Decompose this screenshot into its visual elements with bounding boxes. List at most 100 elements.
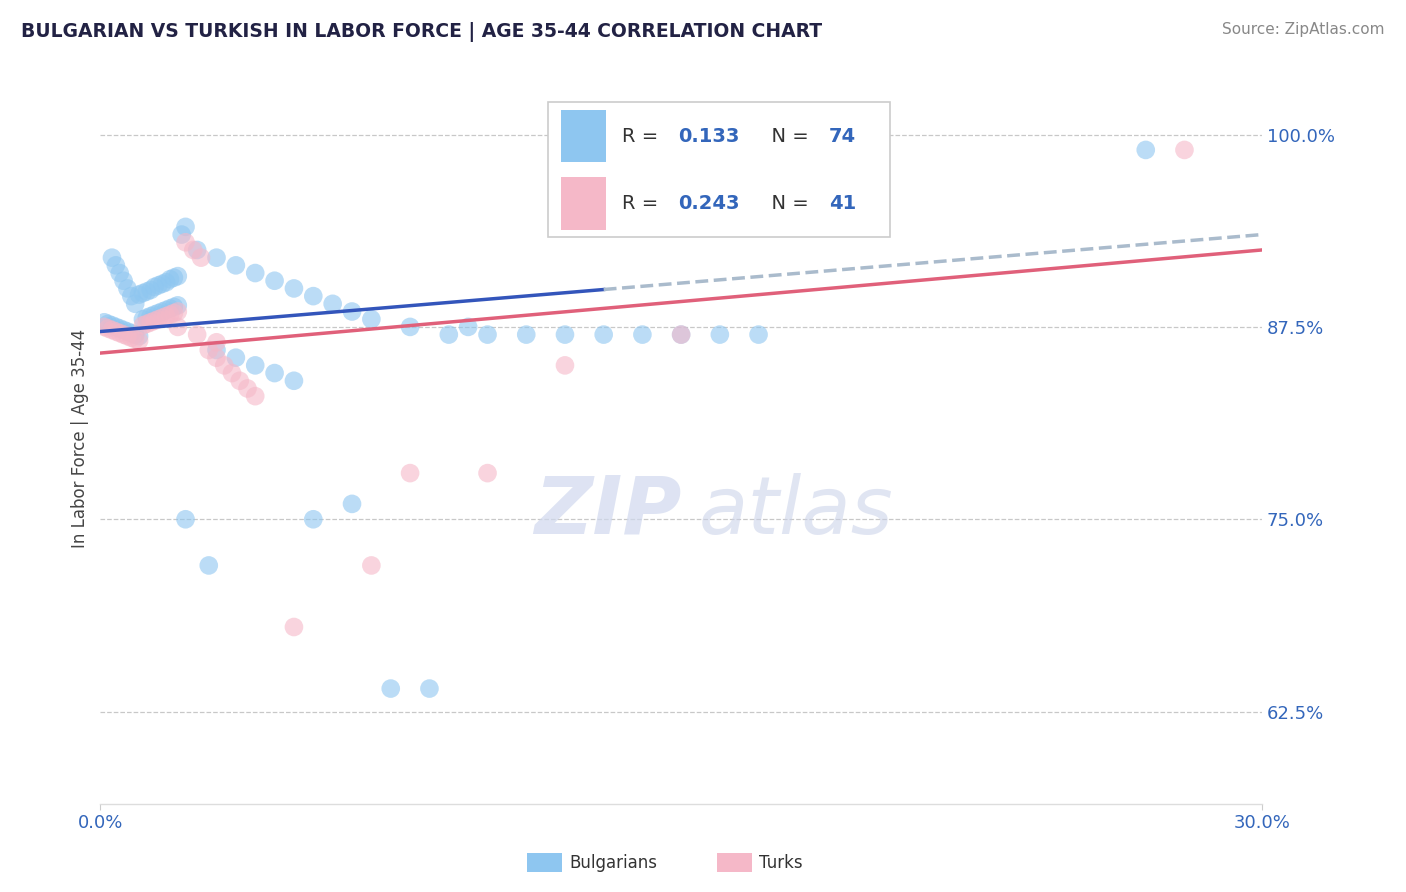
Point xyxy=(150,304,173,318)
Point xyxy=(863,158,886,172)
Point xyxy=(93,315,115,329)
Point xyxy=(112,274,135,288)
Point xyxy=(190,251,212,265)
Point xyxy=(101,251,124,265)
Text: Source: ZipAtlas.com: Source: ZipAtlas.com xyxy=(1222,22,1385,37)
Point xyxy=(174,512,197,526)
Point xyxy=(205,251,228,265)
Point xyxy=(302,289,325,303)
Text: R =: R = xyxy=(621,194,665,213)
Point xyxy=(554,327,576,342)
Text: BULGARIAN VS TURKISH IN LABOR FORCE | AGE 35-44 CORRELATION CHART: BULGARIAN VS TURKISH IN LABOR FORCE | AG… xyxy=(21,22,823,42)
Point xyxy=(104,319,127,334)
Point xyxy=(174,219,197,234)
Point xyxy=(477,466,499,480)
Point xyxy=(186,327,208,342)
Point xyxy=(120,331,142,345)
Point xyxy=(166,304,188,318)
Point xyxy=(139,309,162,323)
Point xyxy=(101,323,124,337)
Point xyxy=(205,351,228,365)
Point xyxy=(205,335,228,350)
Point xyxy=(245,359,267,373)
Point xyxy=(135,317,157,331)
Text: atlas: atlas xyxy=(699,473,893,550)
Point xyxy=(437,327,460,342)
Text: N =: N = xyxy=(759,127,815,145)
FancyBboxPatch shape xyxy=(561,178,606,230)
Point xyxy=(139,283,162,297)
Point xyxy=(360,558,382,573)
Point xyxy=(104,258,127,272)
Point xyxy=(170,227,193,242)
Point xyxy=(245,266,267,280)
Point xyxy=(197,343,219,357)
Point xyxy=(283,374,305,388)
Point xyxy=(477,327,499,342)
Point xyxy=(221,366,243,380)
Point xyxy=(112,323,135,337)
Point xyxy=(322,297,344,311)
Point xyxy=(186,243,208,257)
Point xyxy=(340,497,363,511)
Point xyxy=(457,319,479,334)
Point xyxy=(669,327,692,342)
Point xyxy=(159,272,181,286)
Point xyxy=(148,312,170,326)
Point xyxy=(669,327,692,342)
Point xyxy=(143,280,166,294)
Point xyxy=(135,310,157,325)
Text: 0.133: 0.133 xyxy=(678,127,740,145)
Point xyxy=(360,312,382,326)
Point xyxy=(163,306,186,320)
Point xyxy=(108,266,131,280)
Point xyxy=(283,620,305,634)
Point xyxy=(229,374,252,388)
Text: N =: N = xyxy=(759,194,815,213)
Point xyxy=(148,306,170,320)
Y-axis label: In Labor Force | Age 35-44: In Labor Force | Age 35-44 xyxy=(72,329,89,548)
Point xyxy=(515,327,537,342)
Point xyxy=(128,287,150,301)
Point xyxy=(132,312,155,326)
Point xyxy=(166,269,188,284)
Point xyxy=(283,281,305,295)
Point xyxy=(143,314,166,328)
Point xyxy=(399,319,422,334)
FancyBboxPatch shape xyxy=(547,103,890,237)
Point xyxy=(93,319,115,334)
Point xyxy=(150,277,173,291)
Point xyxy=(205,343,228,357)
Point xyxy=(117,329,139,343)
Point xyxy=(120,289,142,303)
Point xyxy=(709,327,731,342)
Point xyxy=(163,300,186,314)
Point xyxy=(128,334,150,348)
Point xyxy=(166,319,188,334)
Text: 0.243: 0.243 xyxy=(678,194,740,213)
Point xyxy=(225,351,247,365)
Text: R =: R = xyxy=(621,127,665,145)
Point xyxy=(124,297,146,311)
Text: 74: 74 xyxy=(828,127,856,145)
Point xyxy=(148,278,170,293)
Text: Turks: Turks xyxy=(759,854,803,871)
Text: ZIP: ZIP xyxy=(534,473,681,550)
Point xyxy=(159,301,181,316)
Point xyxy=(104,325,127,339)
Point xyxy=(108,321,131,335)
Point xyxy=(340,304,363,318)
Point xyxy=(380,681,402,696)
Point xyxy=(124,327,146,342)
Point xyxy=(128,329,150,343)
Point xyxy=(97,321,120,335)
Point xyxy=(155,303,177,318)
Point xyxy=(1135,143,1157,157)
Point xyxy=(592,327,614,342)
Point xyxy=(166,298,188,312)
Point xyxy=(117,325,139,339)
Point xyxy=(399,466,422,480)
Point xyxy=(159,308,181,322)
Point xyxy=(155,275,177,289)
Point xyxy=(748,327,770,342)
